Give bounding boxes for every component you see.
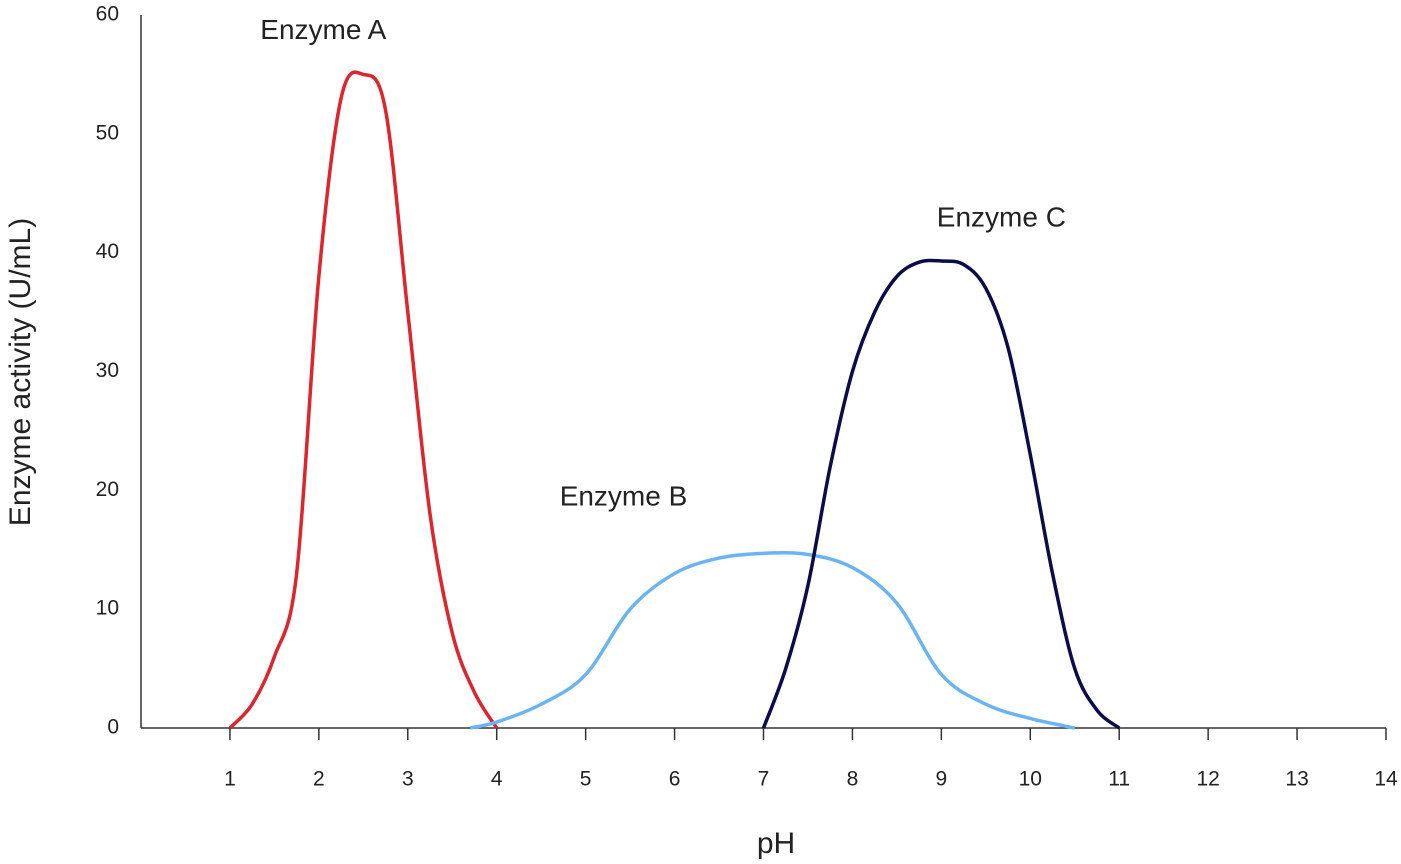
x-tick-label: 10 [1019, 768, 1042, 791]
x-tick-label: 12 [1196, 768, 1219, 791]
x-tick-label: 11 [1108, 768, 1130, 791]
x-tick-label: 4 [491, 768, 503, 791]
x-tick-label: 2 [313, 768, 325, 791]
series-line [761, 258, 1121, 730]
x-tick-label: 5 [580, 768, 592, 791]
x-tick-label: 1 [224, 768, 236, 791]
x-tick-label: 14 [1374, 768, 1398, 791]
y-tick-label: 10 [96, 597, 119, 620]
series-label: Enzyme B [560, 481, 688, 512]
x-tick-label: 3 [402, 768, 414, 791]
y-tick-label: 40 [96, 240, 119, 263]
series-label: Enzyme A [260, 14, 386, 45]
x-axis-title: pH [757, 827, 795, 860]
x-tick-label: 6 [669, 768, 681, 791]
x-tick-label: 13 [1285, 768, 1308, 791]
series-line [469, 551, 1076, 730]
x-tick-label: 9 [936, 768, 948, 791]
y-tick-label: 50 [96, 121, 119, 144]
x-tick-label: 7 [758, 768, 770, 791]
y-axis-title: Enzyme activity (U/mL) [4, 218, 37, 526]
y-tick-label: 20 [96, 478, 119, 501]
x-tick-label: 8 [847, 768, 859, 791]
series-label: Enzyme C [937, 201, 1066, 232]
y-tick-label: 60 [96, 3, 119, 26]
y-tick-label: 0 [107, 716, 119, 739]
y-tick-label: 30 [96, 359, 119, 382]
series-line [228, 70, 499, 730]
